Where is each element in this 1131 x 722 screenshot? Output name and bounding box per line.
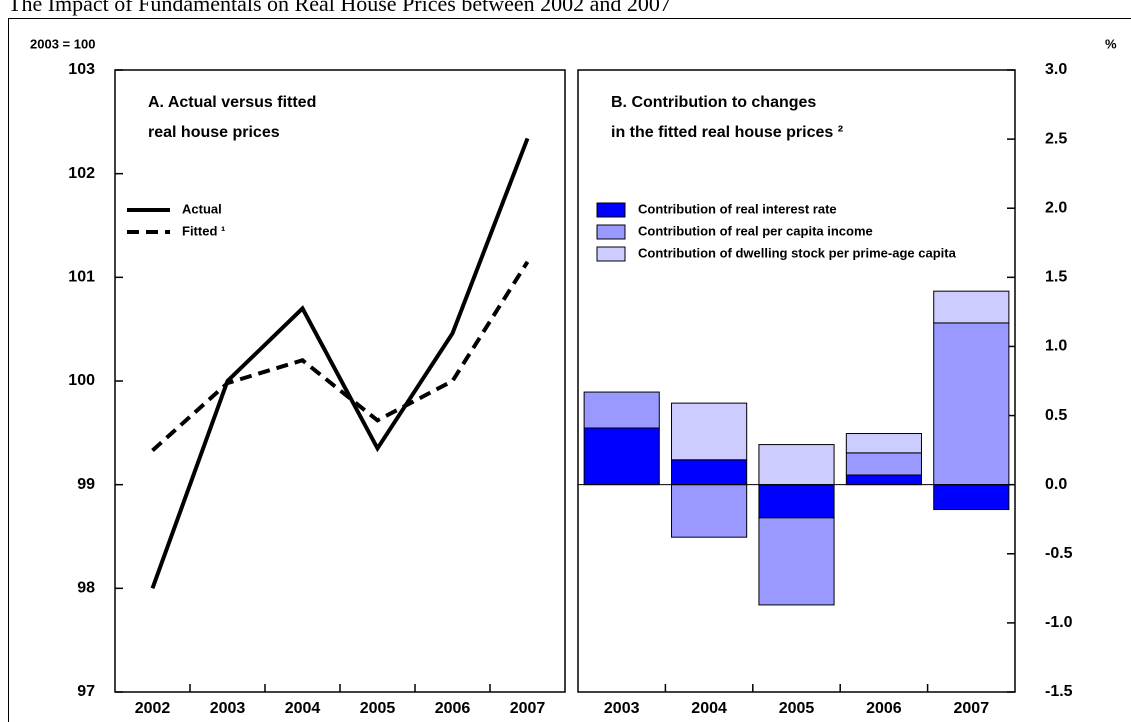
x-tick-label: 2003 bbox=[210, 700, 246, 717]
y-tick-label: -1.5 bbox=[1045, 683, 1073, 700]
y-tick-label: 2.5 bbox=[1045, 130, 1067, 147]
plot-area bbox=[577, 69, 1016, 693]
bar-segment bbox=[933, 290, 1010, 324]
y-tick-label: 100 bbox=[68, 372, 95, 389]
legend-label: Contribution of real interest rate bbox=[638, 201, 837, 216]
x-tick-label: 2005 bbox=[360, 700, 396, 717]
bar-segment bbox=[933, 322, 1010, 486]
bar-segment bbox=[845, 433, 922, 454]
x-tick-label: 2006 bbox=[866, 700, 902, 717]
x-tick-label: 2005 bbox=[779, 700, 815, 717]
bar-segment bbox=[671, 459, 748, 486]
bar-segment bbox=[758, 484, 835, 519]
y-tick-label: 98 bbox=[77, 580, 95, 597]
bar-segment bbox=[758, 444, 835, 486]
figure-title: The Impact of Fundamentals on Real House… bbox=[8, 0, 671, 16]
bar-segment bbox=[583, 391, 660, 429]
panel-title: A. Actual versus fitted bbox=[148, 94, 316, 111]
y-tick-label: 97 bbox=[77, 683, 95, 700]
legend-swatch bbox=[596, 224, 626, 240]
x-tick-label: 2002 bbox=[135, 700, 171, 717]
frame bbox=[8, 18, 1131, 722]
bar-segment bbox=[933, 484, 1010, 511]
x-tick-label: 2006 bbox=[435, 700, 471, 717]
x-tick-label: 2004 bbox=[691, 700, 727, 717]
line-series bbox=[150, 137, 530, 590]
bar-segment bbox=[845, 452, 922, 476]
x-tick-label: 2007 bbox=[510, 700, 546, 717]
panel-title: B. Contribution to changes bbox=[611, 94, 816, 111]
y-tick-label: 103 bbox=[68, 61, 95, 78]
x-tick-label: 2004 bbox=[285, 700, 321, 717]
panel-title: real house prices bbox=[148, 124, 280, 141]
y-tick-label: 1.0 bbox=[1045, 338, 1067, 355]
x-tick-label: 2003 bbox=[604, 700, 640, 717]
y-tick-label: 0.5 bbox=[1045, 407, 1067, 424]
legend-label: Contribution of real per capita income bbox=[638, 223, 873, 238]
bar-segment bbox=[758, 517, 835, 606]
y-tick-label: 102 bbox=[68, 165, 95, 182]
y-axis-label: % bbox=[1105, 36, 1117, 51]
bar-segment bbox=[671, 484, 748, 538]
bar-segment bbox=[583, 427, 660, 486]
y-tick-label: 1.5 bbox=[1045, 269, 1067, 286]
x-tick-label: 2007 bbox=[954, 700, 990, 717]
y-axis-label: 2003 = 100 bbox=[30, 36, 95, 51]
panel-title: in the fitted real house prices ² bbox=[611, 124, 843, 141]
legend-label: Actual bbox=[182, 201, 222, 216]
legend-swatch bbox=[596, 202, 626, 218]
legend-label: Contribution of dwelling stock per prime… bbox=[638, 245, 957, 260]
y-tick-label: 3.0 bbox=[1045, 61, 1067, 78]
y-tick-label: 2.0 bbox=[1045, 199, 1067, 216]
bar-segment bbox=[671, 402, 748, 461]
legend-swatch bbox=[596, 246, 626, 262]
y-tick-label: -1.0 bbox=[1045, 614, 1073, 631]
y-tick-label: 0.0 bbox=[1045, 476, 1067, 493]
y-tick-label: 99 bbox=[77, 476, 95, 493]
line-series bbox=[151, 260, 530, 452]
y-tick-label: -0.5 bbox=[1045, 545, 1073, 562]
legend-label: Fitted ¹ bbox=[182, 223, 225, 238]
y-tick-label: 101 bbox=[68, 269, 95, 286]
bar-segment bbox=[845, 474, 922, 486]
